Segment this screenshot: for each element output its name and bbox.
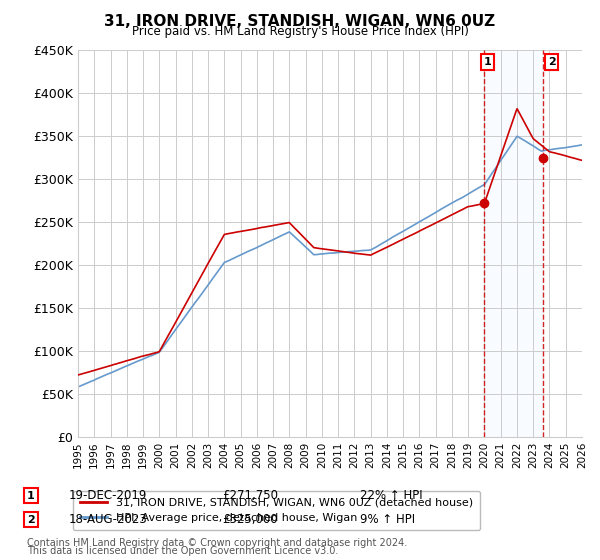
Text: Contains HM Land Registry data © Crown copyright and database right 2024.: Contains HM Land Registry data © Crown c… <box>27 538 407 548</box>
Text: 18-AUG-2023: 18-AUG-2023 <box>69 513 148 526</box>
Text: £271,750: £271,750 <box>222 489 278 502</box>
Text: £325,000: £325,000 <box>222 513 278 526</box>
Text: 2: 2 <box>27 515 35 525</box>
Bar <box>484 50 544 437</box>
Text: 22% ↑ HPI: 22% ↑ HPI <box>360 489 422 502</box>
Text: 31, IRON DRIVE, STANDISH, WIGAN, WN6 0UZ: 31, IRON DRIVE, STANDISH, WIGAN, WN6 0UZ <box>104 14 496 29</box>
Text: 1: 1 <box>484 57 491 67</box>
Text: 19-DEC-2019: 19-DEC-2019 <box>69 489 148 502</box>
Text: 1: 1 <box>27 491 35 501</box>
Legend: 31, IRON DRIVE, STANDISH, WIGAN, WN6 0UZ (detached house), HPI: Average price, d: 31, IRON DRIVE, STANDISH, WIGAN, WN6 0UZ… <box>73 491 480 530</box>
Text: 2: 2 <box>548 57 556 67</box>
Text: Price paid vs. HM Land Registry's House Price Index (HPI): Price paid vs. HM Land Registry's House … <box>131 25 469 38</box>
Text: This data is licensed under the Open Government Licence v3.0.: This data is licensed under the Open Gov… <box>27 545 338 556</box>
Text: 9% ↑ HPI: 9% ↑ HPI <box>360 513 415 526</box>
